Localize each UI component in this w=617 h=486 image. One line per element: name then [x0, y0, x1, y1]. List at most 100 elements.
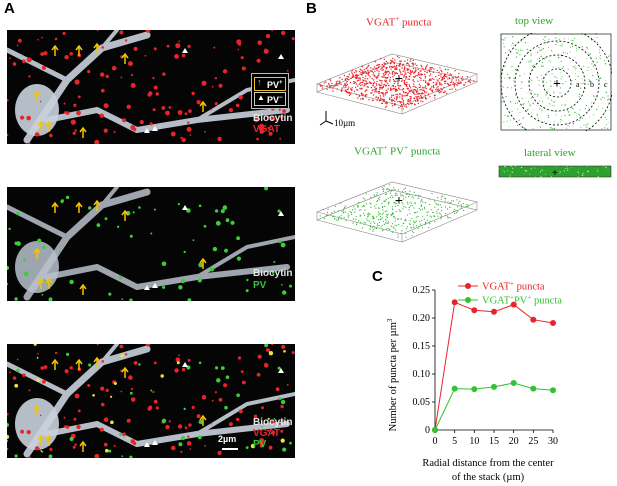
vgat-pv-stack-point [457, 202, 460, 204]
top-view-point [595, 57, 597, 59]
vgat-stack-point [440, 74, 442, 76]
vgat-stack-point [381, 82, 383, 84]
vgat-stack-point [413, 103, 416, 105]
vgat-punctum [271, 420, 275, 425]
vgat-pv-stack-point [426, 220, 428, 222]
vgat-pv-stack-point [385, 218, 387, 220]
yellow-arrow-icon [75, 201, 83, 213]
vgat-pv-stack-point [340, 218, 343, 220]
vgat-pv-stack-point [379, 215, 381, 218]
vgat-pv-stack-point [394, 205, 396, 208]
pv-punctum [150, 232, 153, 235]
vgat-pv-stack-point [367, 216, 369, 218]
top-view-point [522, 49, 524, 51]
vgat-pv-stack-point [421, 219, 423, 221]
legend-marker [465, 297, 471, 303]
vgat-stack-point [365, 83, 367, 85]
vgat-punctum [153, 85, 158, 90]
vgat-pv-stack-point [437, 204, 439, 206]
vgat-pv-stack-point [379, 212, 381, 214]
vgat-punctum [7, 413, 9, 416]
vgat-stack-point [449, 73, 452, 75]
vgat-stack-point [348, 79, 350, 81]
vgat-stack-point [371, 70, 373, 73]
vgat-pv-stack-point [347, 213, 349, 215]
vgat-stack-point [417, 68, 419, 70]
colocalized-punctum [36, 378, 40, 382]
vgat-stack-point [403, 81, 406, 83]
vgat-stack-point [339, 77, 341, 79]
top-view-point [530, 61, 532, 63]
vgat-stack-point [358, 94, 360, 96]
vgat-pv-stack-point [382, 209, 384, 211]
vgat-pv-stack-point [354, 211, 356, 213]
vgat-stack-point [383, 63, 386, 65]
vgat-punctum [99, 113, 105, 118]
yellow-arrow-icon [75, 44, 83, 56]
vgat-stack-point [449, 88, 451, 91]
vgat-punctum [74, 443, 77, 446]
top-view-point [504, 52, 507, 54]
vgat-stack-point [334, 85, 336, 87]
top-view-point [559, 45, 561, 47]
vgat-stack-point [362, 98, 364, 100]
vgat-stack-point [378, 84, 381, 86]
vgat-pv-stack-point [437, 215, 439, 217]
vgat-stack-point [454, 70, 456, 72]
vgat-pv-stack-point [377, 223, 379, 225]
vgat-stack-point [434, 76, 437, 78]
top-view-point [512, 42, 514, 44]
vgat-pv-stack-point [394, 203, 396, 205]
vgat-pv-3d-stack: + [316, 181, 478, 243]
top-view-point [604, 127, 606, 129]
vgat-stack-point [375, 87, 378, 89]
vgat-stack-point [444, 82, 446, 85]
top-view-point [566, 123, 568, 125]
vgat-pv-stack-point [391, 212, 393, 214]
pv-punctum [181, 436, 186, 441]
white-arrowhead-icon [144, 442, 150, 447]
lateral-view-point [539, 171, 542, 173]
vgat-stack-point [358, 83, 360, 85]
vgat-stack-point [455, 79, 457, 81]
vgat-stack-point [374, 91, 376, 93]
vgat-stack-point [389, 79, 391, 81]
vgat-stack-point [382, 69, 384, 71]
vgat-punctum [113, 444, 116, 447]
vgat-pv-stack-point [408, 206, 410, 209]
vgat-stack-point [392, 88, 394, 90]
vgat-stack-point [345, 82, 347, 84]
vgat-punctum [253, 414, 258, 419]
vgat-punctum [16, 44, 19, 47]
top-view-point [571, 33, 573, 36]
top-view-point [517, 102, 518, 104]
vgat-stack-point [399, 93, 402, 95]
vgat-punctum [120, 390, 123, 393]
vgat-stack-point [394, 80, 396, 82]
vgat-pv-stack-point [326, 212, 328, 214]
pv-punctum [245, 289, 249, 293]
vgat-punctum [223, 383, 228, 388]
pv-punctum [121, 455, 124, 458]
vgat-punctum [54, 351, 58, 355]
lateral-view-diagram: + [498, 165, 612, 179]
top-view-point [601, 128, 603, 130]
vgat-pv-stack-point [456, 212, 458, 214]
pv-punctum [197, 278, 202, 283]
vgat-stack-point [407, 88, 409, 90]
vgat-stack-point [378, 64, 381, 66]
vgat-stack-point [365, 89, 367, 91]
vgat-stack-point [402, 88, 404, 91]
top-view-point [530, 97, 532, 99]
lateral-view-point [507, 170, 509, 172]
vgat-stack-point [428, 83, 430, 85]
vgat-stack-point [469, 78, 472, 80]
vgat-stack-point [469, 81, 472, 84]
vgat-stack-point [362, 79, 364, 81]
top-view-point [587, 83, 589, 85]
yellow-arrow-icon [93, 199, 101, 211]
vgat-stack-point [396, 55, 399, 58]
vgat-stack-point [392, 78, 395, 81]
lateral-view-point [520, 167, 522, 168]
vgat-stack-point [437, 86, 439, 88]
